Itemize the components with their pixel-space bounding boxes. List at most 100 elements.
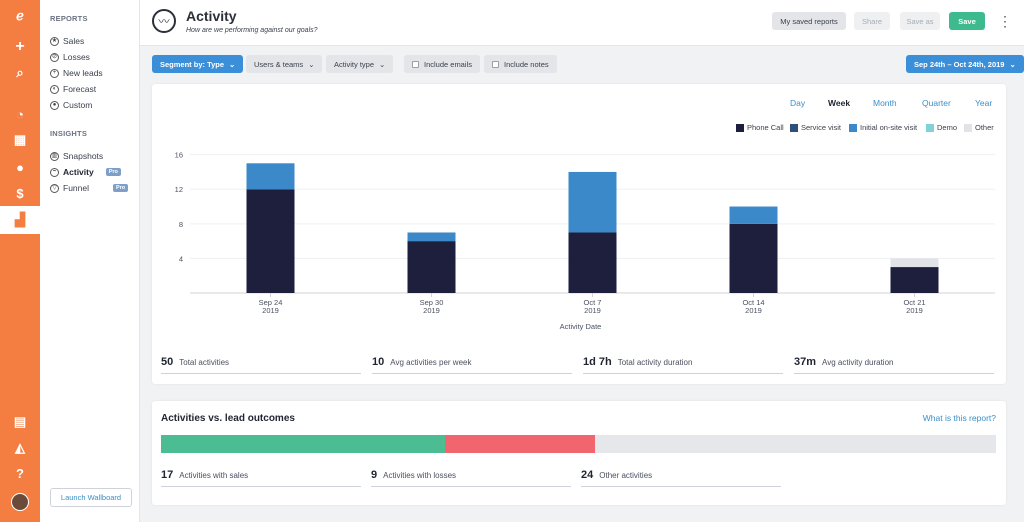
- sidebar-item-sales[interactable]: ★ Sales: [50, 34, 84, 48]
- stat-total-activities: 50 Total activities: [161, 356, 361, 374]
- users-label: Users & teams: [254, 59, 304, 69]
- notification-icon[interactable]: ◭: [15, 440, 25, 455]
- stat-activities-with-losses: 9 Activities with losses: [371, 469, 571, 487]
- stat-value: 10: [372, 356, 385, 368]
- launch-wallboard-button[interactable]: Launch Wallboard: [50, 488, 132, 507]
- y-tick-label: 8: [179, 220, 183, 229]
- search-icon[interactable]: ⌕: [16, 65, 24, 80]
- checkbox-icon: [412, 60, 419, 68]
- x-tick-label: Oct 14: [742, 298, 764, 307]
- saved-reports-button[interactable]: My saved reports: [772, 12, 846, 30]
- legend-swatch: [964, 123, 972, 132]
- sidebar-item-forecast[interactable]: ◐ Forecast: [50, 82, 96, 96]
- date-range-picker[interactable]: Sep 24th – Oct 24th, 2019 ⌄: [906, 55, 1024, 73]
- sidebar-item-snapshots[interactable]: ▥ Snapshots: [50, 149, 103, 163]
- save-as-button[interactable]: Save as: [900, 12, 940, 30]
- include-emails-label: Include emails: [424, 59, 472, 69]
- segment-dropdown[interactable]: Segment by: Type ⌄: [152, 55, 244, 73]
- sidebar-item-label: New leads: [63, 68, 103, 78]
- outcomes-title: Activities vs. lead outcomes: [161, 413, 295, 424]
- include-emails-checkbox[interactable]: Include emails: [404, 55, 480, 73]
- bar-initial-on-site-visit: [729, 206, 778, 224]
- building-icon[interactable]: ▦: [13, 132, 27, 147]
- y-tick-label: 16: [175, 151, 183, 160]
- segment-label: Segment by: Type: [160, 59, 225, 69]
- app-rail: ℯ + ⌕ ◔ ▦ ● $ ▟ ▤ ◭ ?: [0, 0, 40, 522]
- share-button[interactable]: Share: [854, 12, 890, 30]
- x-tick-label: Oct 7: [584, 298, 602, 307]
- dashboard-icon[interactable]: ◔: [16, 106, 24, 122]
- help-icon[interactable]: ?: [16, 465, 24, 481]
- reports-icon[interactable]: ▟: [0, 206, 40, 234]
- what-is-this-link[interactable]: What is this report?: [922, 413, 996, 423]
- stat-label: Activities with sales: [179, 471, 249, 480]
- sidebar-item-label: Activity: [63, 167, 94, 177]
- more-options-icon[interactable]: ⋮: [998, 12, 1012, 29]
- x-tick-label: 2019: [584, 306, 601, 315]
- outcomes-other-segment: [595, 435, 996, 453]
- users-teams-dropdown[interactable]: Users & teams ⌄: [246, 55, 323, 73]
- page-title: Activity: [186, 8, 237, 24]
- save-button[interactable]: Save: [949, 12, 985, 30]
- legend-service-visit: Service visit: [790, 123, 841, 132]
- sidebar-item-label: Sales: [63, 36, 85, 46]
- plus-icon[interactable]: +: [15, 38, 25, 55]
- sidebar-item-label: Snapshots: [63, 151, 104, 161]
- reports-heading: REPORTS: [50, 14, 88, 23]
- stat-value: 17: [161, 469, 174, 481]
- y-tick-label: 4: [179, 254, 183, 263]
- activity-type-dropdown[interactable]: Activity type ⌄: [326, 55, 394, 73]
- activity-type-label: Activity type: [334, 59, 375, 69]
- range-day[interactable]: Day: [790, 98, 806, 108]
- outcomes-sales-segment: [161, 435, 445, 453]
- x-tick-label: Sep 24: [259, 298, 283, 307]
- sidebar-item-funnel[interactable]: ▽ Funnel Pro: [50, 181, 129, 195]
- sidebar-item-activity[interactable]: ~ Activity Pro: [50, 165, 121, 179]
- outcomes-bar: [161, 435, 996, 453]
- range-month[interactable]: Month: [873, 98, 897, 108]
- legend-swatch: [790, 123, 798, 132]
- stat-value: 9: [371, 469, 378, 481]
- activity-icon: ~: [50, 167, 59, 177]
- legend-swatch: [926, 123, 934, 132]
- legend-label: Demo: [937, 123, 958, 132]
- bar-phone-call: [890, 267, 939, 293]
- chevron-down-icon: ⌄: [229, 59, 236, 69]
- pro-badge: Pro: [105, 168, 121, 176]
- money-icon[interactable]: $: [16, 185, 24, 201]
- stat-label: Avg activity duration: [822, 358, 894, 367]
- avatar[interactable]: [0, 490, 40, 514]
- sidebar-item-label: Custom: [63, 100, 93, 110]
- sidebar-item-new-leads[interactable]: + New leads: [50, 66, 103, 80]
- brand-icon[interactable]: ℯ: [16, 8, 24, 23]
- include-notes-checkbox[interactable]: Include notes: [484, 55, 557, 73]
- range-year[interactable]: Year: [975, 98, 993, 108]
- sidebar-item-custom[interactable]: ● Custom: [50, 98, 92, 112]
- custom-icon: ●: [50, 100, 59, 110]
- sidebar-item-losses[interactable]: ⊘ Losses: [50, 50, 90, 64]
- page-subtitle: How are we performing against our goals?: [186, 27, 318, 34]
- legend-swatch: [849, 123, 857, 132]
- legend-onsite-visit: Initial on-site visit: [849, 123, 917, 132]
- x-tick-label: Sep 30: [420, 298, 444, 307]
- stat-label: Avg activities per week: [390, 358, 472, 367]
- stat-total-duration: 1d 7h Total activity duration: [583, 356, 783, 374]
- bar-initial-on-site-visit: [568, 171, 617, 233]
- y-tick-label: 12: [175, 185, 183, 194]
- legend-other: Other: [964, 123, 994, 132]
- include-notes-label: Include notes: [504, 59, 549, 69]
- stat-value: 24: [581, 469, 594, 481]
- reports-sidebar: REPORTS ★ Sales ⊘ Losses + New leads ◐ Forec…: [40, 0, 140, 522]
- legend-label: Initial on-site visit: [860, 123, 918, 132]
- sidebar-item-label: Losses: [63, 52, 90, 62]
- range-week[interactable]: Week: [828, 98, 851, 108]
- bar-phone-call: [729, 223, 778, 293]
- calendar-icon[interactable]: ▤: [13, 414, 27, 429]
- range-quarter[interactable]: Quarter: [922, 98, 951, 108]
- person-icon[interactable]: ●: [16, 159, 24, 175]
- bar-initial-on-site-visit: [407, 232, 456, 242]
- bar-other: [890, 258, 939, 268]
- bar-phone-call: [407, 241, 456, 293]
- star-icon: ★: [50, 36, 59, 46]
